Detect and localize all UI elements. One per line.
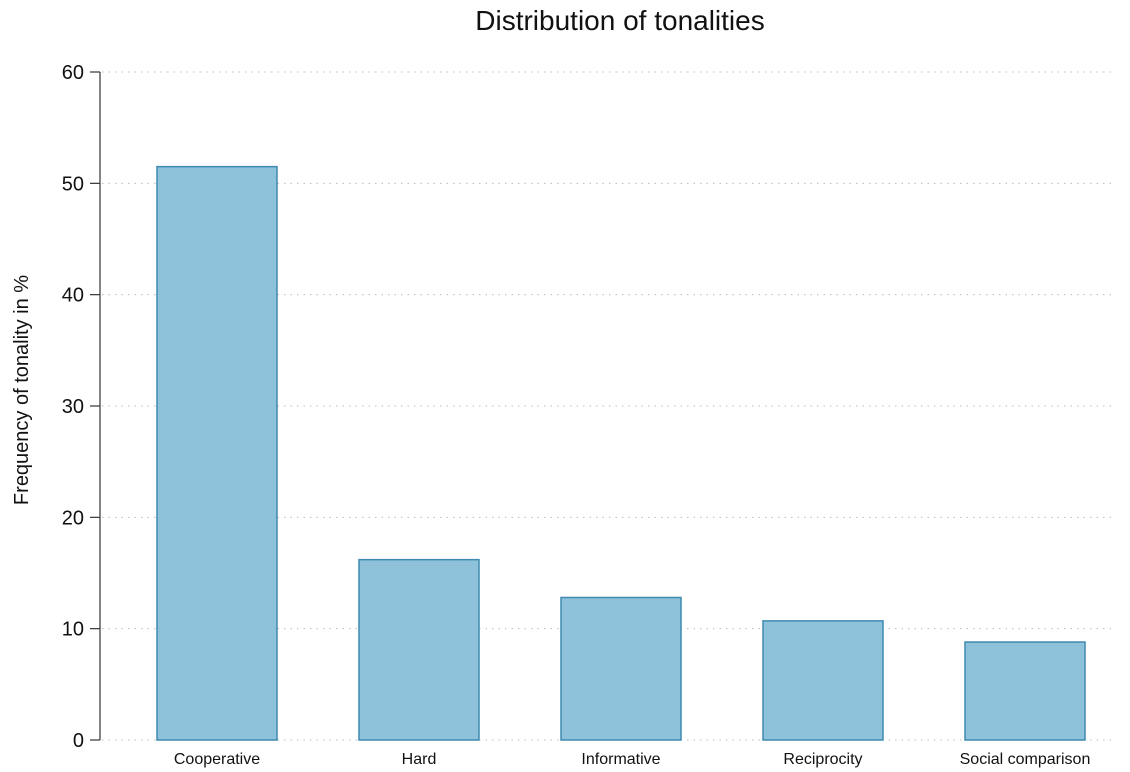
y-axis-label: Frequency of tonality in % bbox=[11, 275, 33, 505]
bars bbox=[156, 165, 1086, 741]
x-tick-label: Informative bbox=[581, 751, 660, 768]
bar-hard bbox=[358, 558, 480, 741]
x-tick-label: Hard bbox=[402, 751, 437, 768]
y-tick-label: 20 bbox=[62, 507, 84, 529]
y-tick-label: 30 bbox=[62, 396, 84, 418]
y-tick-label: 40 bbox=[62, 285, 84, 307]
y-tick-label: 50 bbox=[62, 173, 84, 195]
chart-title: Distribution of tonalities bbox=[475, 5, 764, 36]
y-tick-label: 60 bbox=[62, 62, 84, 84]
x-axis-ticks: Cooperative Hard Informative Reciprocity Soc… bbox=[174, 751, 1091, 768]
y-tick-label: 0 bbox=[73, 730, 84, 752]
bar-cooperative bbox=[156, 165, 278, 741]
y-tick-label: 10 bbox=[62, 619, 84, 641]
x-tick-label: Social comparison bbox=[960, 751, 1091, 768]
bar-reciprocity bbox=[762, 620, 884, 741]
x-tick-label: Reciprocity bbox=[783, 751, 862, 768]
bar-social-comparison bbox=[964, 641, 1086, 741]
bar-informative bbox=[560, 596, 682, 741]
x-tick-label: Cooperative bbox=[174, 751, 260, 768]
y-axis-ticks: 0 10 20 30 40 50 60 bbox=[62, 62, 100, 752]
